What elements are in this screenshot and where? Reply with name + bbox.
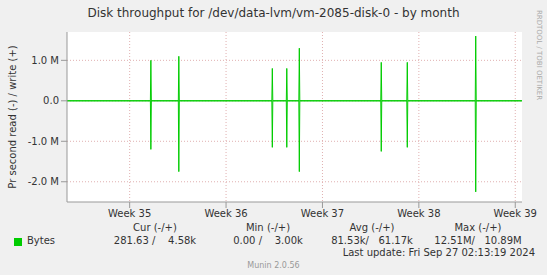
html-text:Pr second read (-) / write (+): Pr second read (-) / write (+): [6, 45, 18, 189]
svg-text:Week 36: Week 36: [204, 208, 247, 219]
html-text:Last update: Fri Sep 27 02:13:: Last update: Fri Sep 27 02:13:19 2024: [342, 247, 535, 258]
html-text:Cur (-/+): Cur (-/+): [133, 222, 177, 233]
svg-text:-2.0 M: -2.0 M: [28, 176, 59, 187]
html-text:0.00 / 3.00k: 0.00 / 3.00k: [233, 235, 303, 246]
html-text:Disk throughput for /dev/data-: Disk throughput for /dev/data-lvm/vm-208…: [87, 6, 460, 20]
svg-text:Week 39: Week 39: [494, 208, 537, 219]
svg-text:Week 38: Week 38: [397, 208, 440, 219]
svg-text:Week 37: Week 37: [301, 208, 344, 219]
html-text:12.51M/ 10.89M: 12.51M/ 10.89M: [434, 235, 522, 246]
svg-text:1.0 M: 1.0 M: [31, 55, 59, 66]
html-text:Avg (-/+): Avg (-/+): [349, 222, 395, 233]
html-text:281.63 / 4.58k: 281.63 / 4.58k: [113, 235, 197, 246]
svg-text:0.0: 0.0: [43, 95, 59, 106]
html-text:Munin 2.0.56: Munin 2.0.56: [247, 261, 300, 270]
svg-text:Week 35: Week 35: [108, 208, 151, 219]
svg-text:-1.0 M: -1.0 M: [28, 136, 59, 147]
html-text:Min (-/+): Min (-/+): [246, 222, 290, 233]
html-text:81.53k/ 61.17k: 81.53k/ 61.17k: [331, 235, 413, 246]
html-text:Max (-/+): Max (-/+): [454, 222, 502, 233]
html-text:Bytes: Bytes: [27, 235, 56, 246]
html-text:RRDTOOL / TOBI OETIKER: RRDTOOL / TOBI OETIKER: [535, 9, 543, 101]
